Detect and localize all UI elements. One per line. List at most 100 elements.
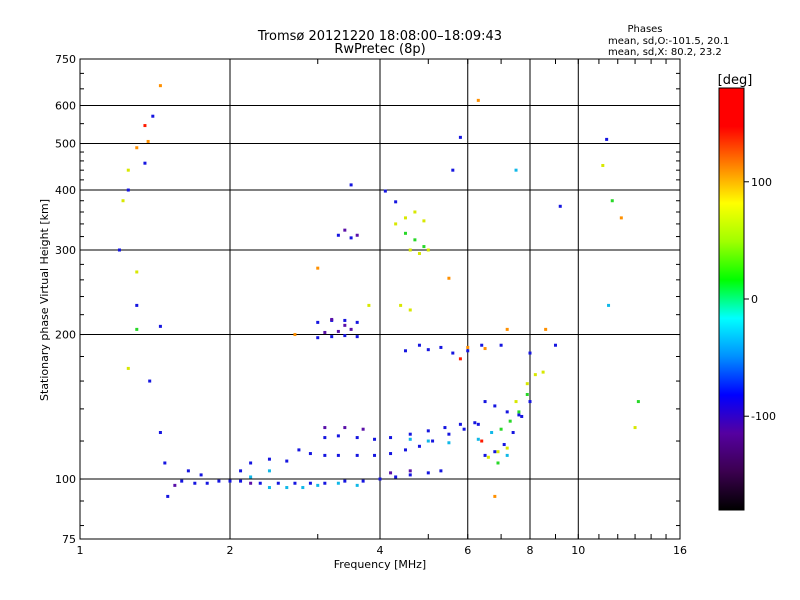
data-point xyxy=(558,204,562,208)
data-point xyxy=(158,324,162,328)
data-point xyxy=(355,483,359,487)
plot-area: 1 2 4 6 8 10 16 75 100 200 300 400 500 600 750 xyxy=(55,53,687,557)
data-point xyxy=(267,486,271,490)
data-point xyxy=(426,348,430,352)
data-point xyxy=(458,422,462,426)
data-point xyxy=(514,168,518,172)
data-point xyxy=(367,303,371,307)
data-point xyxy=(343,479,347,483)
data-point xyxy=(378,477,382,481)
data-point xyxy=(403,231,407,235)
colorbar-label: [deg] xyxy=(718,73,753,88)
data-point xyxy=(520,414,524,418)
data-point xyxy=(502,443,506,447)
data-point xyxy=(336,453,340,457)
y-tick-label: 200 xyxy=(55,329,76,342)
x-tick-label: 4 xyxy=(377,544,384,557)
data-point xyxy=(413,210,417,214)
data-point xyxy=(373,453,377,457)
data-point xyxy=(267,469,271,473)
data-point xyxy=(499,427,503,431)
data-point xyxy=(117,248,121,252)
data-point xyxy=(528,351,532,355)
x-tick-label: 8 xyxy=(527,544,534,557)
data-point xyxy=(408,469,412,473)
data-point xyxy=(490,431,494,435)
data-point xyxy=(301,486,305,490)
data-point xyxy=(249,475,253,479)
data-point xyxy=(417,252,421,256)
x-tick-label: 1 xyxy=(77,544,84,557)
data-point xyxy=(361,479,365,483)
data-point xyxy=(186,469,190,473)
data-point xyxy=(394,475,398,479)
data-point xyxy=(483,453,487,457)
data-point xyxy=(158,84,162,88)
data-point xyxy=(493,404,497,408)
data-point xyxy=(417,444,421,448)
data-point xyxy=(355,436,359,440)
data-point xyxy=(480,439,484,443)
data-point xyxy=(517,410,521,414)
data-point xyxy=(476,98,480,102)
data-point xyxy=(180,479,184,483)
data-point xyxy=(355,335,359,339)
data-point xyxy=(336,481,340,485)
data-point xyxy=(336,329,340,333)
data-point xyxy=(408,248,412,252)
data-point xyxy=(249,481,253,485)
data-point xyxy=(422,219,426,223)
data-point xyxy=(610,199,614,203)
y-tick-label: 750 xyxy=(55,53,76,66)
data-point xyxy=(511,431,515,435)
data-point xyxy=(249,461,253,465)
data-point xyxy=(636,400,640,404)
data-point xyxy=(413,238,417,242)
data-point xyxy=(135,327,139,331)
data-point xyxy=(408,473,412,477)
data-point xyxy=(308,481,312,485)
data-point xyxy=(323,436,327,440)
data-point xyxy=(466,349,470,353)
data-point xyxy=(285,486,289,490)
y-tick-label: 100 xyxy=(55,473,76,486)
data-point xyxy=(343,334,347,338)
data-point xyxy=(431,439,435,443)
y-tick-label: 400 xyxy=(55,184,76,197)
data-point xyxy=(373,437,377,441)
data-point xyxy=(508,419,512,423)
y-tick-label: 75 xyxy=(62,533,76,546)
data-point xyxy=(426,471,430,475)
data-points xyxy=(117,84,640,498)
data-point xyxy=(336,233,340,237)
data-point xyxy=(316,483,320,487)
data-point xyxy=(126,168,130,172)
data-point xyxy=(505,410,509,414)
data-point xyxy=(458,135,462,139)
data-point xyxy=(394,200,398,204)
data-point xyxy=(293,481,297,485)
data-point xyxy=(336,434,340,438)
data-point xyxy=(389,471,393,475)
data-point xyxy=(408,437,412,441)
data-point xyxy=(163,461,167,465)
data-point xyxy=(544,327,548,331)
data-point xyxy=(158,431,162,435)
data-point xyxy=(323,330,327,334)
data-point xyxy=(496,450,500,454)
data-point xyxy=(349,236,353,240)
phases-x-stats: mean, sd,X: 80.2, 23.2 xyxy=(608,47,722,58)
data-point xyxy=(499,343,503,347)
data-point xyxy=(476,422,480,426)
data-point xyxy=(199,473,203,477)
data-point xyxy=(173,483,177,487)
data-point xyxy=(355,233,359,237)
y-axis-label: Stationary phase Virtual Height [km] xyxy=(38,199,51,401)
data-point xyxy=(166,494,170,498)
data-point xyxy=(343,228,347,232)
data-point xyxy=(308,452,312,456)
data-point xyxy=(343,323,347,327)
data-point xyxy=(426,439,430,443)
data-point xyxy=(330,335,334,339)
